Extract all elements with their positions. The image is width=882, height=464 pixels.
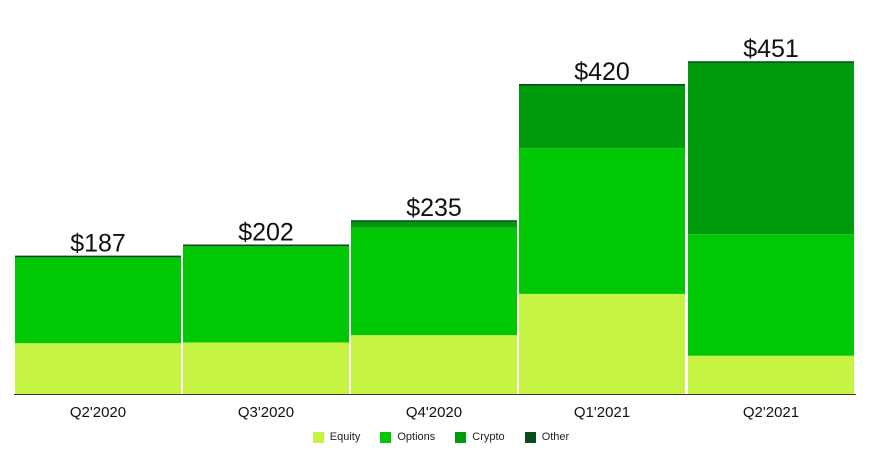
total-label-0: $187 <box>70 229 126 257</box>
legend-item-equity: Equity <box>312 431 361 443</box>
x-tick-labels-group: Q2'2020 Q3'2020 Q4'2020 Q1'2021 Q2'2021 <box>70 404 799 421</box>
bar-equity-2 <box>351 335 517 394</box>
total-label-2: $235 <box>406 194 462 222</box>
x-tick-label-3: Q1'2021 <box>574 404 630 421</box>
legend-item-options: Options <box>380 431 435 443</box>
bar-equity-0 <box>15 343 181 394</box>
bar-equity-3 <box>519 293 685 394</box>
x-tick-label-0: Q2'2020 <box>70 404 126 421</box>
bar-options-3 <box>519 148 685 294</box>
legend-label-equity: Equity <box>329 431 361 443</box>
bar-equity-1 <box>183 342 349 394</box>
legend-label-other: Other <box>541 431 570 443</box>
bar-crypto-2 <box>351 221 517 228</box>
legend-swatch-crypto <box>455 431 467 443</box>
legend-item-crypto: Crypto <box>455 431 505 443</box>
legend-swatch-equity <box>312 431 324 443</box>
bar-equity-4 <box>688 355 854 394</box>
total-label-3: $420 <box>574 58 630 86</box>
bar-options-2 <box>351 227 517 336</box>
bar-crypto-3 <box>519 84 685 149</box>
bars-group <box>15 61 854 394</box>
legend-label-crypto: Crypto <box>472 431 505 443</box>
x-tick-label-4: Q2'2021 <box>743 404 799 421</box>
x-tick-label-1: Q3'2020 <box>238 404 294 421</box>
bar-crypto-4 <box>688 61 854 235</box>
legend-item-other: Other <box>524 431 570 443</box>
bar-options-0 <box>15 257 181 344</box>
total-label-4: $451 <box>743 35 799 63</box>
total-label-1: $202 <box>238 218 294 246</box>
bar-options-1 <box>183 246 349 343</box>
x-tick-label-2: Q4'2020 <box>406 404 462 421</box>
bar-options-4 <box>688 234 854 356</box>
total-labels-group: $187 $202 $235 $420 $451 <box>70 35 799 257</box>
legend-swatch-options <box>380 431 392 443</box>
legend: Equity Options Crypto Other <box>0 431 882 443</box>
legend-label-options: Options <box>397 431 436 443</box>
legend-swatch-other <box>524 431 536 443</box>
